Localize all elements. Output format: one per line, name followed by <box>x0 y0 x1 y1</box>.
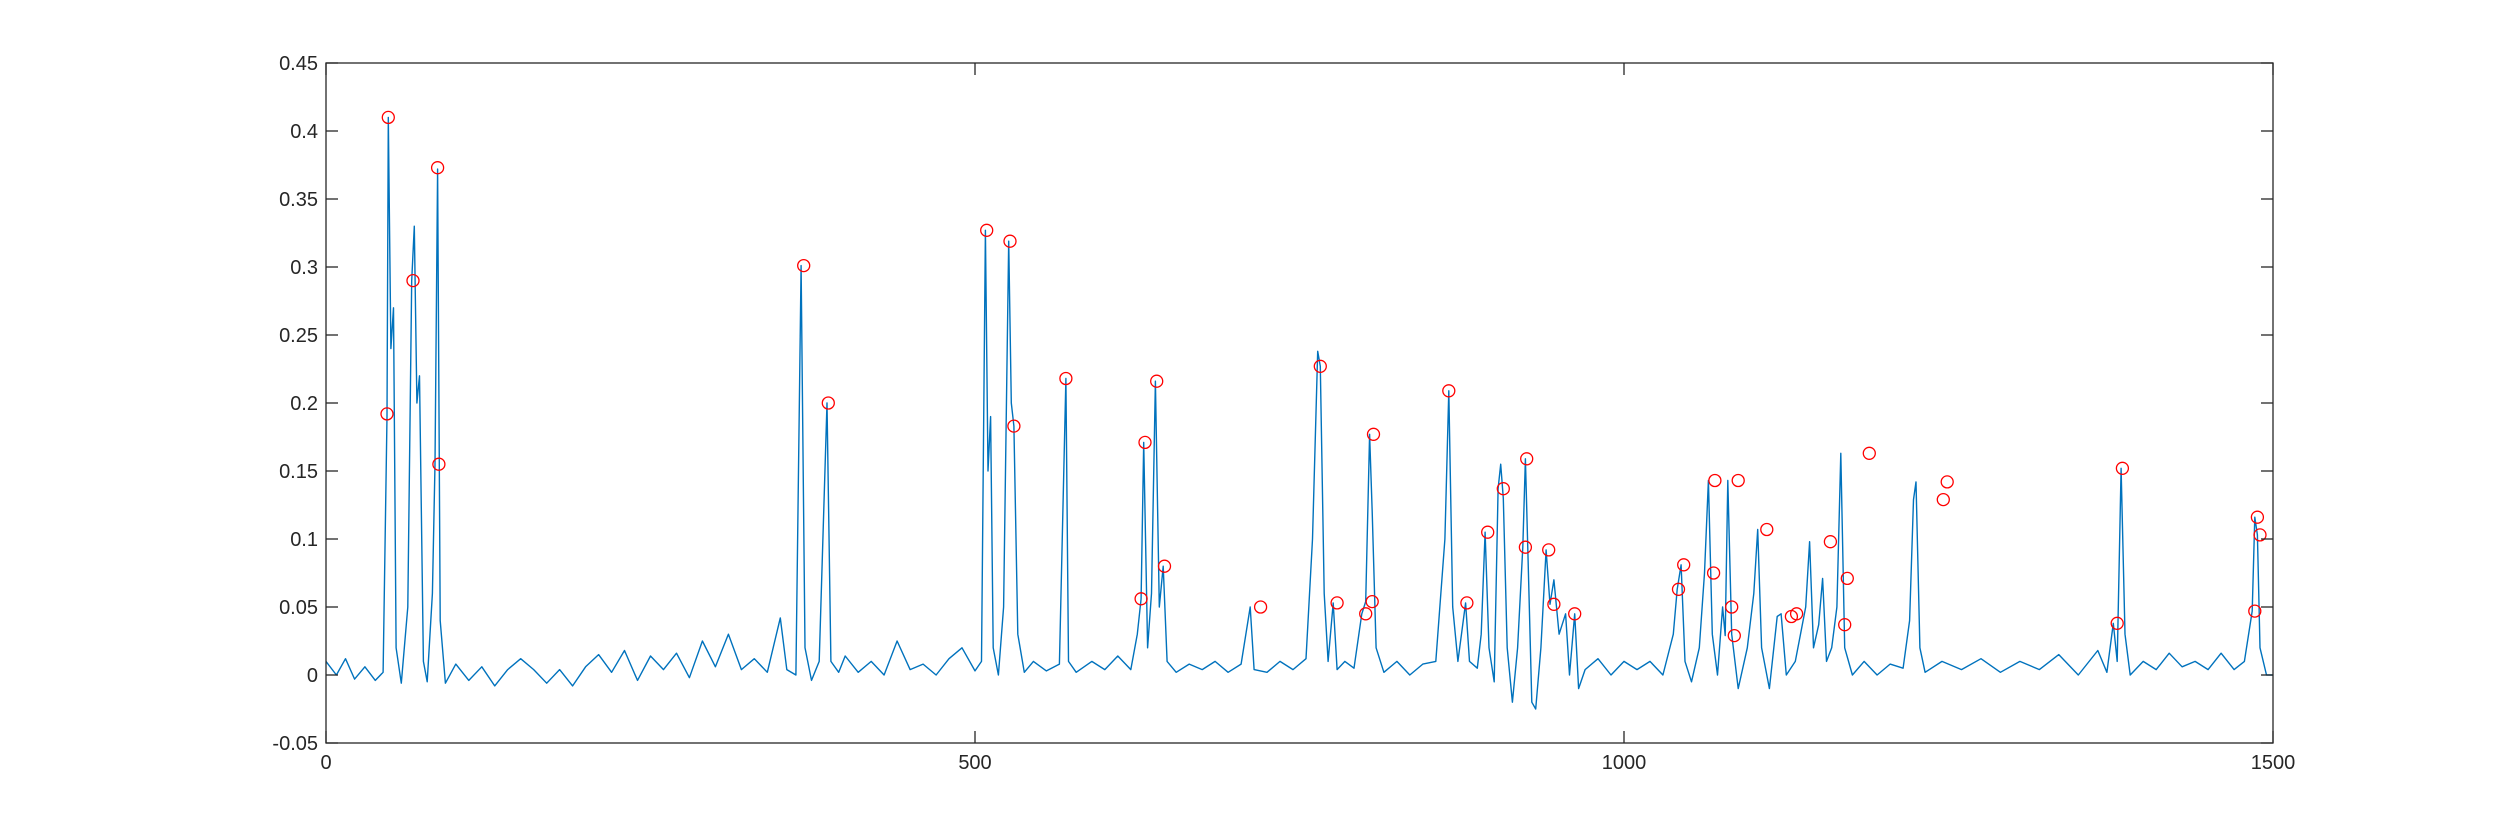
y-tick-label: 0.4 <box>290 121 318 143</box>
peak-markers-layer <box>380 110 2267 643</box>
plot-frame <box>325 62 2274 744</box>
x-tick-label: 500 <box>958 752 991 774</box>
y-tick-label: 0.45 <box>279 53 318 75</box>
x-tick-label: 0 <box>320 752 331 774</box>
peak-marker <box>380 407 394 421</box>
y-tick-label: 0 <box>307 665 318 687</box>
peak-marker <box>1542 543 1556 557</box>
peak-marker <box>1496 482 1510 496</box>
peak-marker <box>1059 371 1073 386</box>
y-tick-label: 0.2 <box>290 393 318 415</box>
peak-marker <box>2250 510 2265 524</box>
peak-marker <box>1708 473 1722 488</box>
peak-marker <box>1862 446 1876 460</box>
peak-marker <box>1568 607 1582 621</box>
peak-marker <box>432 457 446 471</box>
peak-marker <box>1134 592 1148 606</box>
peak-marker <box>1253 600 1268 614</box>
peak-marker <box>1150 374 1164 388</box>
y-tick-label: 0.15 <box>279 461 318 483</box>
peak-marker <box>1138 435 1152 450</box>
plot-background <box>326 63 2273 743</box>
peak-marker <box>1359 607 1373 621</box>
peak-marker <box>1725 600 1739 614</box>
peak-marker <box>1313 359 1327 373</box>
y-tick-label: 0.35 <box>279 189 318 211</box>
y-tick-label: 0.05 <box>279 597 318 619</box>
peak-marker <box>1671 582 1686 596</box>
peak-marker <box>1366 427 1381 441</box>
peak-marker <box>381 110 395 125</box>
peak-marker <box>430 161 445 175</box>
peak-marker <box>1840 571 1854 586</box>
peak-marker <box>1442 384 1456 398</box>
peak-marker <box>980 223 994 237</box>
x-tick-label: 1500 <box>2251 752 2296 774</box>
peak-marker <box>1789 607 1804 621</box>
peak-marker <box>1007 419 1021 433</box>
peak-marker <box>1760 522 1774 537</box>
peak-marker <box>1365 594 1379 609</box>
peak-marker <box>1003 234 1017 248</box>
peak-marker <box>1330 596 1344 610</box>
peak-marker <box>1706 566 1721 580</box>
peak-marker <box>2253 528 2267 542</box>
peak-marker <box>1731 473 1745 488</box>
peak-marker <box>1547 597 1561 611</box>
series-line-0 <box>325 116 2273 710</box>
peak-marker <box>1481 525 1495 539</box>
peak-marker <box>2115 461 2130 475</box>
peak-marker <box>2248 604 2262 618</box>
peak-marker <box>406 273 420 288</box>
peak-marker <box>797 258 811 273</box>
y-tick-label: 0.1 <box>290 529 318 551</box>
peak-marker <box>1460 596 1474 610</box>
peak-marker <box>1677 558 1691 572</box>
peak-marker <box>1823 535 1838 549</box>
peak-marker <box>1518 540 1533 554</box>
series-layer <box>325 116 2273 710</box>
y-tick-label: -0.05 <box>272 733 318 755</box>
peak-marker <box>1727 628 1741 643</box>
peak-marker <box>1936 492 1950 507</box>
peak-marker <box>1157 559 1172 573</box>
peak-marker <box>2110 616 2124 630</box>
peak-marker <box>1520 452 1534 466</box>
peak-marker <box>1838 618 1852 632</box>
y-tick-label: 0.3 <box>290 257 318 279</box>
y-tick-label: 0.25 <box>279 325 318 347</box>
x-tick-label: 1000 <box>1602 752 1647 774</box>
peak-marker <box>821 396 835 410</box>
peak-marker <box>1940 475 1954 489</box>
